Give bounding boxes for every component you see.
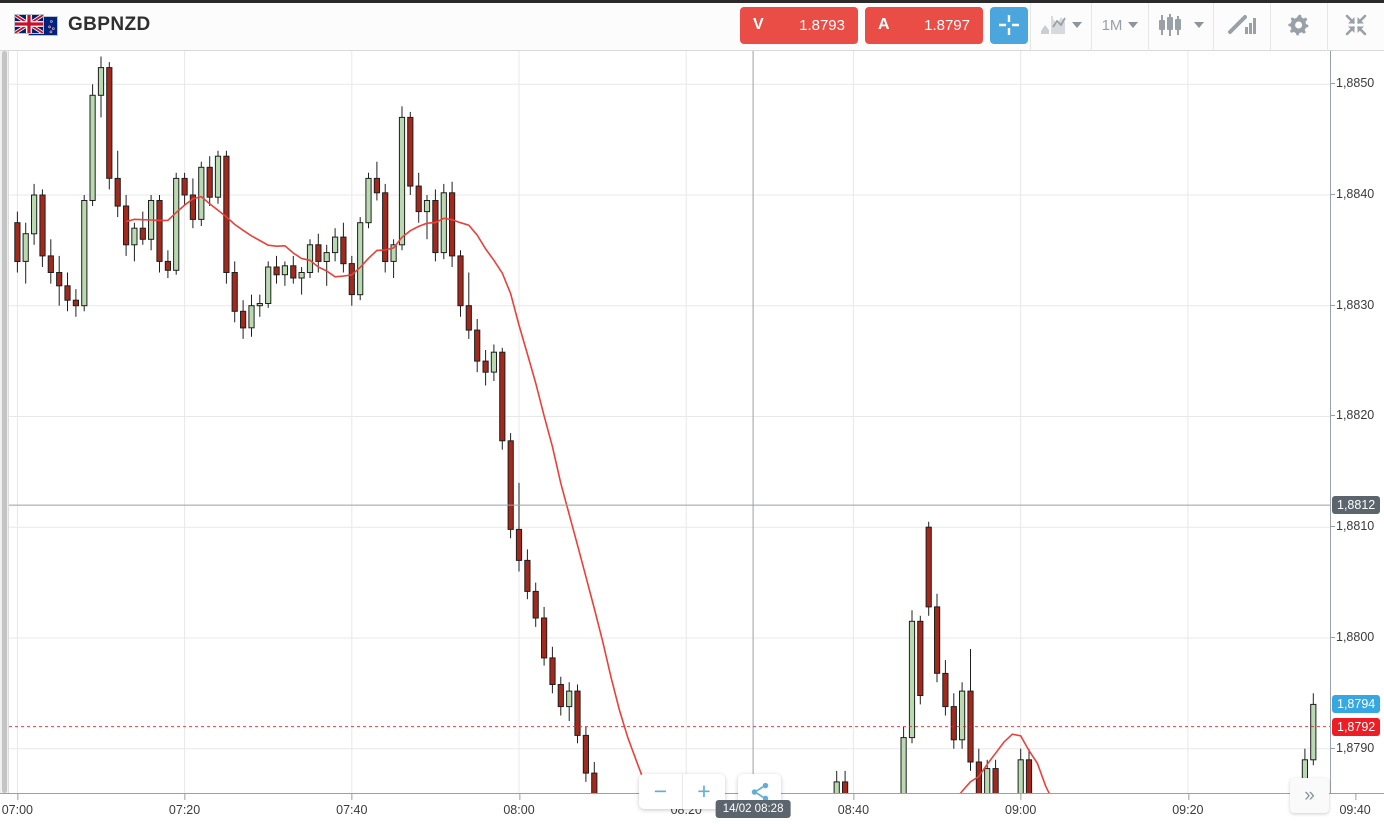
- currency-pair-flags: [14, 14, 58, 36]
- ask-label: A: [878, 16, 890, 33]
- price-tick: 1,8850: [1330, 76, 1375, 91]
- ask-quote-button[interactable]: A 1.8797: [865, 6, 983, 44]
- bid-label: V: [753, 16, 764, 33]
- bid-price-label: 1,8792: [1332, 717, 1381, 736]
- ask-value: 1.8797: [924, 16, 970, 34]
- crosshair-icon: [999, 15, 1019, 35]
- toolbar: GBPNZD V 1.8793 A 1.8797: [0, 0, 1384, 51]
- collapse-arrows-icon: [1345, 14, 1367, 36]
- chart-plot[interactable]: [9, 51, 1330, 793]
- settings-button[interactable]: [1270, 0, 1327, 51]
- candle-style-selector[interactable]: [1148, 0, 1213, 51]
- price-tick: 1,8830: [1330, 297, 1375, 312]
- timeframe-label: 1M: [1101, 16, 1123, 34]
- price-tick: 1,8790: [1330, 740, 1375, 755]
- candlestick-icon: [1159, 14, 1181, 36]
- scrollbar-thumb[interactable]: [2, 51, 7, 793]
- zoom-in-button[interactable]: +: [682, 774, 725, 809]
- crosshair-toggle-button[interactable]: [990, 6, 1028, 44]
- timeframe-selector[interactable]: 1M: [1091, 0, 1148, 51]
- indicators-button[interactable]: [1213, 0, 1270, 51]
- price-tick: 1,8800: [1330, 629, 1375, 644]
- crosshair-price-label: 1,8812: [1332, 496, 1381, 515]
- zoom-out-button[interactable]: −: [653, 778, 668, 804]
- gear-icon: [1288, 14, 1309, 36]
- chevron-down-icon: [1128, 22, 1139, 28]
- share-icon: [751, 782, 768, 801]
- toolbar-right: V 1.8793 A 1.8797: [740, 0, 1384, 51]
- symbol-block[interactable]: GBPNZD: [0, 14, 151, 36]
- time-tick: 09:20: [1172, 794, 1204, 817]
- price-tick: 1,8820: [1330, 408, 1375, 423]
- time-tick: 09:00: [1005, 794, 1036, 817]
- chevron-down-icon: [1072, 22, 1082, 28]
- ask-price-label: 1,8794: [1332, 695, 1381, 714]
- time-tick: 07:40: [336, 794, 367, 817]
- price-tick: 1,8840: [1330, 186, 1375, 201]
- time-tick: 08:00: [503, 794, 535, 817]
- indicator-icon: [1228, 15, 1256, 34]
- time-tick: 08:40: [838, 794, 869, 817]
- bid-quote-button[interactable]: V 1.8793: [740, 6, 858, 44]
- fullscreen-toggle[interactable]: [1327, 0, 1384, 51]
- time-tick: 07:00: [2, 794, 33, 817]
- price-tick: 1,8810: [1330, 519, 1375, 534]
- zoom-controls: − +: [639, 774, 725, 809]
- bid-value: 1.8793: [799, 16, 845, 34]
- chart-type-selector[interactable]: [1030, 0, 1091, 51]
- candlestick-svg: [9, 51, 1330, 793]
- goto-latest-button[interactable]: »: [1290, 778, 1329, 813]
- time-tick: 07:20: [169, 794, 200, 817]
- chart-type-icon: [1041, 16, 1066, 34]
- price-axis[interactable]: 1,8850 1,8840 1,8830 1,8820 1,8810 1,8800 1,87…: [1330, 51, 1384, 793]
- time-tick: 09:40: [1339, 794, 1371, 817]
- chevron-down-icon: [1194, 22, 1204, 28]
- uk-flag-icon: [14, 14, 44, 34]
- symbol-name: GBPNZD: [68, 14, 151, 35]
- crosshair-time-label: 14/02 08:28: [715, 800, 791, 818]
- chart-area: 1,8850 1,8840 1,8830 1,8820 1,8810 1,8800 1,87…: [0, 51, 1384, 824]
- chart-scrollbar[interactable]: [0, 51, 9, 793]
